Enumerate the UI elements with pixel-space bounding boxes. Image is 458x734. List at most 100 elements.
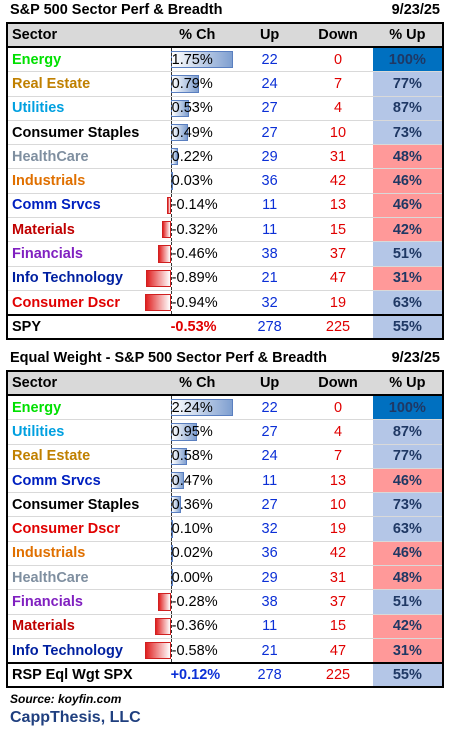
pct-change-value: 0.58% [171,448,213,465]
pct-change-cell: 0.36% [159,493,236,517]
change-bar [144,641,171,660]
down-count: 13 [329,197,347,214]
sector-name: Consumer Staples [12,496,140,513]
down-count: 7 [333,448,343,465]
zero-axis [170,96,172,120]
header-sector: Sector [12,27,58,43]
pct-up-cell: 31% [372,638,443,663]
pct-up-value: 63% [392,294,422,311]
sector-name: HealthCare [12,569,89,586]
up-count: 32 [261,294,278,311]
pct-up-value: 46% [392,173,422,190]
summary-pct-up-cell: 55% [372,316,443,339]
change-bar [161,221,171,239]
pct-up-value: 48% [392,569,422,586]
pct-change-cell: 0.10% [159,517,236,541]
zero-axis [170,590,172,614]
summary-up: 278 [257,667,282,684]
table-date: 9/23/25 [391,2,440,18]
pct-change-value: 0.02% [171,545,213,562]
down-count: 0 [333,399,343,416]
down-count: 13 [329,472,347,489]
pct-change-cell: 0.53% [159,96,236,120]
pct-up-value: 42% [392,221,422,238]
zero-axis [170,72,172,96]
table-row: Info Technology -0.58% 21 47 31% [8,638,443,663]
down-count: 42 [329,173,347,190]
pct-change-value: -0.28% [171,594,218,611]
header-pct-up: % Up [389,27,426,43]
up-count: 29 [261,569,278,586]
sector-name: HealthCare [12,148,89,165]
down-count: 15 [329,618,347,635]
table-row: Consumer Staples 0.36% 27 10 73% [8,493,443,518]
pct-up-cell: 48% [372,145,443,169]
pct-up-cell: 51% [372,242,443,266]
pct-change-value: 0.10% [171,521,213,538]
down-count: 37 [329,246,347,263]
zero-axis [170,420,172,444]
pct-change-cell: 0.00% [159,566,236,590]
pct-change-cell: 0.22% [159,145,236,169]
pct-up-cell: 42% [372,218,443,242]
zero-axis [170,396,172,420]
down-count: 15 [329,221,347,238]
pct-change-cell: -0.94% [144,290,236,315]
pct-change-value: 0.00% [171,569,213,586]
zero-axis [170,468,172,493]
pct-up-cell: 100% [372,396,443,420]
table-row: Info Technology -0.89% 21 47 31% [8,266,443,291]
pct-up-cell: 63% [372,290,443,315]
pct-change-cell: 0.58% [159,444,236,468]
down-count: 31 [329,569,347,586]
pct-up-cell: 51% [372,590,443,614]
up-count: 27 [261,496,278,513]
pct-change-cell: 0.95% [159,420,236,444]
pct-change-cell: 0.79% [159,72,236,96]
pct-change-cell: 0.02% [159,541,236,566]
sector-name: Industrials [12,173,86,190]
pct-change-cell: -0.28% [158,590,236,614]
pct-change-cell: -0.58% [144,638,236,663]
sector-name: Materials [12,221,75,238]
zero-axis [170,614,172,638]
pct-up-cell: 31% [372,266,443,290]
summary-pct-up: 55% [392,319,422,336]
pct-change-value: 0.03% [171,173,213,190]
pct-change-cell: 2.24% [159,396,236,420]
zero-axis [170,444,172,468]
change-bar [144,293,171,312]
up-count: 27 [261,423,278,440]
sector-name: Energy [12,399,62,416]
pct-change-value: 2.24% [171,399,213,416]
pct-up-value: 42% [392,618,422,635]
table-title-row: S&P 500 Sector Perf & Breadth 9/23/25 [6,0,444,22]
table-body: Sector % Ch Up Down % Up Energy 2.24% 22 0 100% Ut… [6,370,444,665]
up-count: 11 [262,472,278,489]
change-bar [157,245,171,263]
header-pct-up: % Up [389,375,426,391]
pct-up-value: 51% [392,594,422,611]
sector-name: Utilities [12,100,65,117]
pct-up-value: 46% [392,472,422,489]
summary-pct-up: 55% [392,667,422,684]
pct-up-cell: 77% [372,444,443,468]
table-row: Industrials 0.03% 36 42 46% [8,169,443,194]
zero-axis [170,566,172,590]
pct-change-value: 0.95% [171,423,213,440]
pct-change-value: 0.53% [171,100,213,117]
sector-name: Info Technology [12,270,123,287]
pct-change-cell: -0.36% [154,614,236,638]
summary-pct-change: +0.12% [170,667,221,684]
up-count: 24 [261,448,278,465]
up-count: 11 [262,618,278,635]
table-row: Comm Srvcs -0.14% 11 13 46% [8,193,443,219]
pct-change-value: -0.89% [171,270,218,287]
pct-change-cell: -0.32% [159,218,236,242]
pct-up-value: 48% [392,148,422,165]
sp500-sector-table: S&P 500 Sector Perf & Breadth 9/23/25 Sect… [6,0,444,341]
header-down: Down [318,27,358,43]
summary-down: 225 [325,319,351,336]
zero-axis [170,517,172,541]
table-row: HealthCare 0.22% 29 31 48% [8,145,443,170]
